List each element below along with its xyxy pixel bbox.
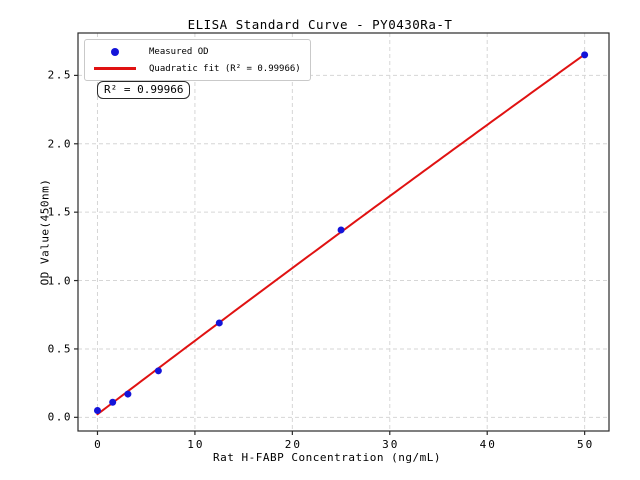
- r-squared-annotation: R² = 0.99966: [97, 81, 191, 99]
- measured-od-point: [93, 406, 101, 414]
- measured-od-point: [581, 51, 589, 59]
- y-axis-label: OD Value(450nm): [38, 178, 52, 286]
- x-tick-label: 30: [382, 438, 400, 451]
- legend: Measured OD Quadratic fit (R² = 0.99966): [84, 39, 311, 81]
- quadratic-fit-line: [96, 53, 586, 416]
- legend-label-measured-od: Measured OD: [149, 46, 209, 57]
- x-tick-label: 50: [577, 438, 595, 451]
- legend-marker-area: [90, 67, 140, 70]
- measured-od-point: [337, 226, 345, 234]
- y-tick-label: 0.5: [47, 342, 72, 356]
- legend-label-quadratic-fit: Quadratic fit (R² = 0.99966): [149, 63, 301, 74]
- y-tick-label: 2.5: [47, 68, 72, 82]
- legend-marker-area: [90, 47, 140, 56]
- x-tick-label: 40: [479, 438, 497, 451]
- scatter-marker-icon: [111, 47, 119, 56]
- y-tick-label: 0.0: [47, 410, 72, 424]
- legend-item-quadratic-fit: Quadratic fit (R² = 0.99966): [90, 60, 301, 77]
- x-axis-label: Rat H-FABP Concentration (ng/mL): [213, 451, 441, 464]
- y-tick-label: 2.0: [47, 137, 72, 151]
- x-tick-label: 20: [284, 438, 302, 451]
- x-tick-label: 10: [187, 438, 205, 451]
- fit-line-marker-icon: [94, 67, 136, 70]
- axes-frame: [77, 32, 610, 432]
- legend-item-measured-od: Measured OD: [90, 43, 301, 60]
- measured-od-point: [109, 398, 117, 406]
- measured-od-point: [154, 367, 162, 375]
- measured-od-point: [124, 390, 132, 398]
- chart-title: ELISA Standard Curve - PY0430Ra-T: [187, 17, 453, 32]
- y-tick-label: 1.0: [47, 274, 72, 288]
- x-tick-label: 0: [94, 438, 103, 451]
- y-tick-label: 1.5: [47, 205, 72, 219]
- measured-od-point: [215, 319, 223, 327]
